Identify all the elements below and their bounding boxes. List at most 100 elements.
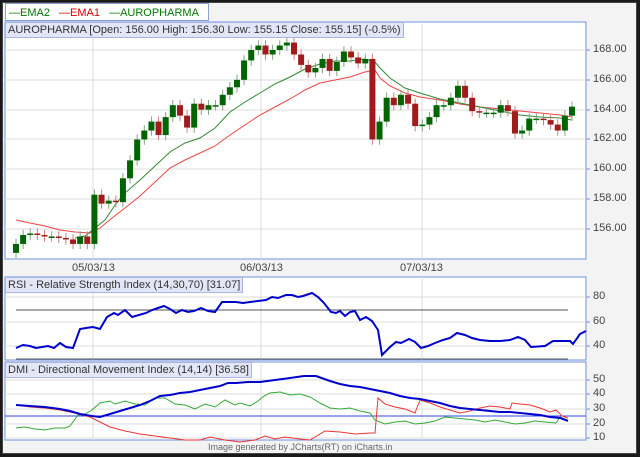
price-y-tick: 168.00: [593, 43, 627, 55]
candle-up: [383, 97, 390, 122]
candle-down: [70, 239, 77, 244]
x-tick: 06/03/13: [240, 262, 283, 274]
ema1-line: [15, 69, 573, 234]
candle-up: [219, 94, 226, 106]
candle-down: [184, 115, 191, 128]
ema2-line: [74, 58, 573, 239]
price-y-tick: 160.00: [593, 162, 627, 174]
candle-up: [490, 112, 497, 115]
candle-down: [504, 105, 511, 112]
candle-up: [426, 117, 433, 125]
candle-up: [454, 85, 461, 98]
candle-down: [390, 97, 397, 106]
candle-up: [191, 103, 198, 128]
candle-down: [176, 105, 183, 116]
candle-down: [348, 51, 355, 58]
candle-up: [526, 118, 533, 131]
candle-down: [62, 237, 69, 240]
candle-up: [48, 236, 55, 238]
rsi-y-tick: 40: [593, 339, 606, 351]
candle-up: [447, 97, 454, 106]
candle-down: [55, 236, 62, 238]
dmi-y-tick: 30: [593, 402, 606, 414]
candle-up: [134, 139, 141, 161]
candle-up: [248, 50, 255, 61]
dmi-y-tick: 10: [593, 431, 606, 443]
price-y-tick: 166.00: [593, 73, 627, 85]
candle-up: [519, 130, 526, 134]
adx-line: [15, 375, 569, 422]
candle-up: [162, 117, 169, 136]
rsi-y-tick: 80: [593, 290, 606, 302]
candle-up: [440, 105, 447, 107]
candle-down: [462, 85, 469, 98]
x-tick: 05/03/13: [72, 262, 115, 274]
candle-down: [369, 58, 376, 140]
price-y-tick: 164.00: [593, 103, 627, 115]
candle-down: [34, 233, 41, 235]
candle-up: [20, 234, 27, 244]
dmi-y-tick: 50: [593, 373, 606, 385]
rsi-panel-title: RSI - Relative Strength Index (14,30,70)…: [5, 277, 244, 293]
candle-down: [262, 45, 269, 55]
candle-down: [41, 234, 48, 237]
price-panel-title: AUROPHARMA [Open: 156.00 High: 156.30 Lo…: [5, 22, 404, 38]
candle-up: [483, 112, 490, 115]
candle-up: [276, 45, 283, 50]
candle-down: [476, 111, 483, 113]
price-panel: [4, 21, 590, 260]
candle-down: [84, 236, 91, 244]
candle-up: [269, 50, 276, 55]
candle-down: [412, 103, 419, 127]
pdi-line: [15, 391, 569, 431]
candle-down: [305, 64, 312, 73]
candle-down: [554, 124, 561, 131]
candle-up: [333, 61, 340, 71]
candle-up: [319, 58, 326, 68]
candle-down: [355, 57, 362, 64]
price-y-tick: 162.00: [593, 132, 627, 144]
candle-down: [198, 103, 205, 110]
candle-up: [283, 42, 290, 46]
candle-down: [511, 111, 518, 134]
candle-up: [397, 94, 404, 106]
candle-up: [241, 60, 248, 80]
rsi-line: [15, 291, 587, 358]
candle-up: [419, 124, 426, 127]
candle-down: [326, 58, 333, 71]
legend: —EMA2 —EMA1 —AUROPHARMA: [5, 3, 209, 21]
candle-up: [433, 105, 440, 118]
mdi-line: [15, 396, 569, 443]
candle-down: [112, 200, 119, 203]
candle-up: [91, 194, 98, 244]
candle-down: [155, 121, 162, 136]
candle-up: [119, 178, 126, 203]
legend-ema2: —EMA2: [9, 7, 50, 19]
legend-aurpharma: —AUROPHARMA: [109, 7, 199, 19]
candle-up: [569, 106, 575, 116]
candle-down: [405, 94, 412, 104]
candles: [13, 37, 575, 259]
candle-down: [298, 54, 305, 65]
price-y-tick: 156.00: [593, 222, 627, 234]
candle-up: [233, 79, 240, 88]
price-y-ticks: [586, 49, 590, 230]
candle-down: [547, 120, 554, 125]
candle-up: [212, 105, 219, 107]
candle-up: [312, 67, 319, 73]
x-tick: 07/03/13: [400, 262, 443, 274]
dmi-y-tick: 40: [593, 387, 606, 399]
dmi-y-tick: 20: [593, 417, 606, 429]
candle-up: [497, 105, 504, 113]
candle-up: [77, 236, 84, 244]
candle-up: [561, 115, 568, 131]
price-y-tick: 158.00: [593, 192, 627, 204]
candle-up: [141, 130, 148, 140]
candle-up: [27, 233, 34, 235]
candle-up: [127, 160, 134, 179]
candle-up: [13, 243, 19, 253]
candle-down: [540, 118, 547, 121]
candle-up: [205, 105, 212, 110]
candle-up: [105, 200, 112, 204]
